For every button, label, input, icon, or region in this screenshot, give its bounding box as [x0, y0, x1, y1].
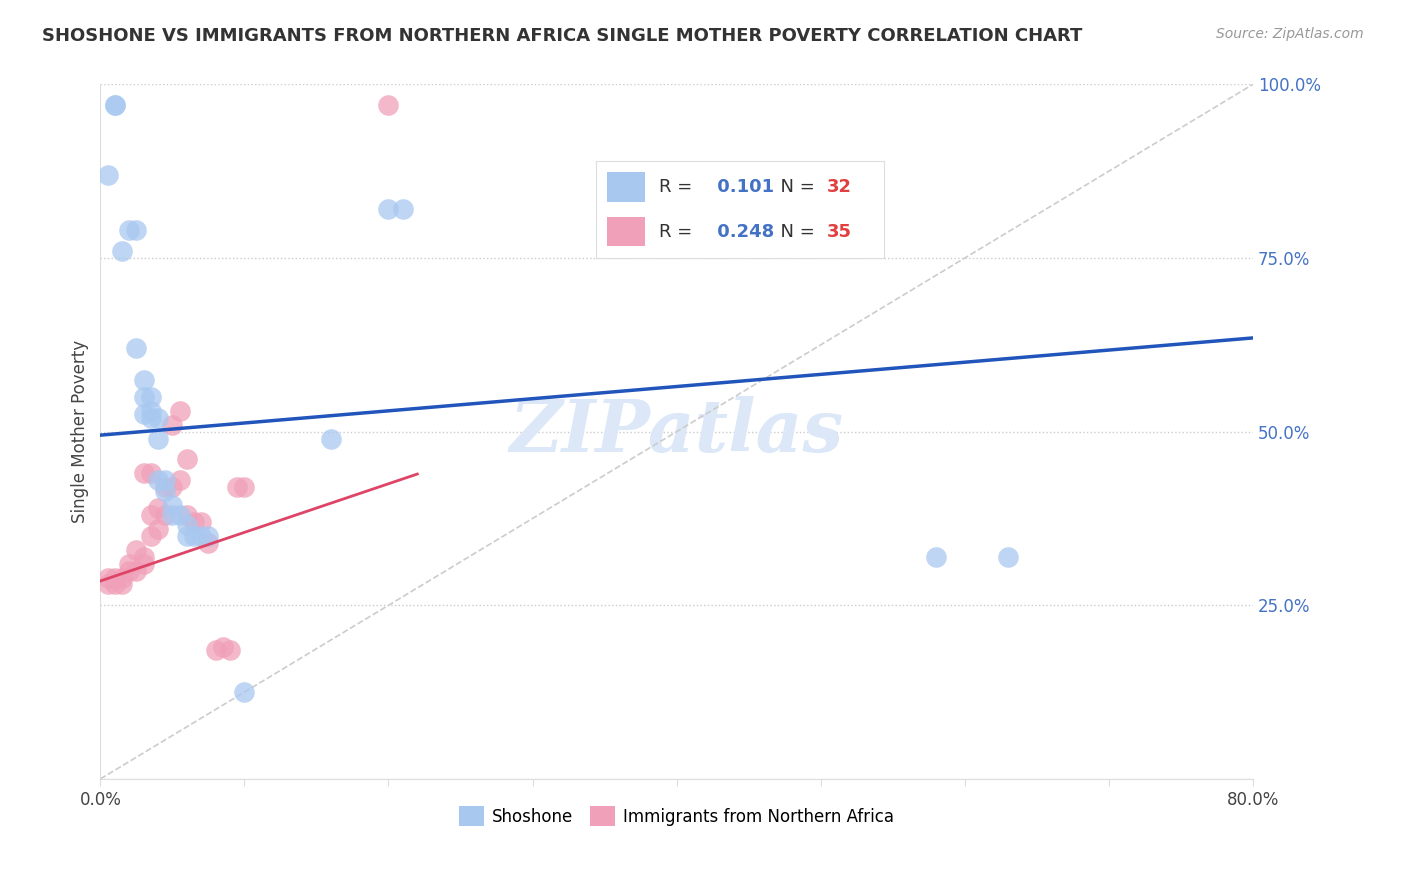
Point — [153, 483, 176, 498]
Point — [111, 570, 134, 584]
Point — [96, 577, 118, 591]
Point — [139, 508, 162, 522]
Point — [132, 467, 155, 481]
Point — [169, 404, 191, 418]
Point — [162, 417, 184, 432]
Point — [132, 390, 155, 404]
Point — [118, 564, 141, 578]
Point — [197, 536, 219, 550]
Point — [162, 480, 184, 494]
Point — [233, 685, 256, 699]
Point — [96, 570, 118, 584]
Point — [139, 390, 162, 404]
Point — [377, 202, 399, 217]
Point — [104, 577, 127, 591]
Point — [104, 98, 127, 112]
Point — [125, 342, 148, 356]
Point — [319, 432, 342, 446]
Point — [392, 202, 415, 217]
Point — [183, 515, 205, 529]
Point — [190, 529, 212, 543]
Point — [176, 452, 198, 467]
Point — [125, 223, 148, 237]
Point — [226, 480, 249, 494]
Point — [153, 473, 176, 487]
Point — [233, 480, 256, 494]
Point — [139, 410, 162, 425]
Point — [111, 577, 134, 591]
Point — [183, 529, 205, 543]
Point — [146, 522, 169, 536]
Point — [162, 498, 184, 512]
Point — [146, 410, 169, 425]
Point — [169, 473, 191, 487]
Point — [211, 640, 233, 654]
Y-axis label: Single Mother Poverty: Single Mother Poverty — [72, 340, 89, 524]
Point — [219, 643, 242, 657]
Point — [190, 515, 212, 529]
Point — [146, 432, 169, 446]
Point — [146, 473, 169, 487]
Point — [118, 223, 141, 237]
Point — [204, 643, 226, 657]
Point — [169, 508, 191, 522]
Point — [176, 508, 198, 522]
Point — [176, 529, 198, 543]
Point — [197, 529, 219, 543]
Point — [125, 542, 148, 557]
Point — [111, 244, 134, 259]
Point — [132, 549, 155, 564]
Point — [377, 98, 399, 112]
Text: ZIPatlas: ZIPatlas — [509, 396, 844, 467]
Point — [139, 529, 162, 543]
Point — [139, 404, 162, 418]
Point — [146, 501, 169, 516]
Point — [118, 557, 141, 571]
Point — [96, 168, 118, 182]
Text: Source: ZipAtlas.com: Source: ZipAtlas.com — [1216, 27, 1364, 41]
Point — [153, 480, 176, 494]
Point — [132, 557, 155, 571]
Point — [132, 373, 155, 387]
Point — [132, 407, 155, 421]
Point — [139, 467, 162, 481]
Text: SHOSHONE VS IMMIGRANTS FROM NORTHERN AFRICA SINGLE MOTHER POVERTY CORRELATION CH: SHOSHONE VS IMMIGRANTS FROM NORTHERN AFR… — [42, 27, 1083, 45]
Point — [153, 508, 176, 522]
Point — [125, 564, 148, 578]
Point — [997, 549, 1019, 564]
Point — [104, 98, 127, 112]
Point — [162, 508, 184, 522]
Point — [104, 570, 127, 584]
Point — [925, 549, 948, 564]
Legend: Shoshone, Immigrants from Northern Africa: Shoshone, Immigrants from Northern Afric… — [453, 799, 901, 833]
Point — [176, 518, 198, 533]
